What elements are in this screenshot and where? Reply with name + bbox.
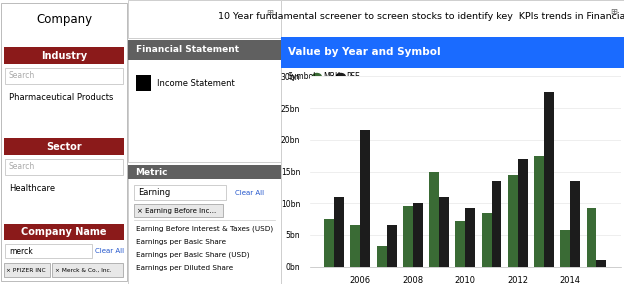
Bar — [5, 159, 123, 175]
Text: Income Statement: Income Statement — [157, 79, 235, 88]
Bar — [439, 197, 449, 267]
Text: Earning: Earning — [139, 188, 171, 197]
Bar — [128, 0, 281, 38]
Text: Clear All: Clear All — [95, 248, 124, 254]
Bar — [134, 204, 223, 217]
Bar — [544, 92, 554, 267]
Bar — [128, 40, 281, 162]
Bar — [560, 230, 570, 267]
Bar — [350, 225, 360, 267]
Bar — [492, 181, 502, 267]
Bar — [52, 263, 123, 277]
Bar — [281, 37, 624, 68]
Bar — [360, 130, 370, 267]
Bar — [508, 175, 518, 267]
Bar — [429, 172, 439, 267]
Text: × PFIZER INC: × PFIZER INC — [6, 268, 46, 273]
Text: ⊞: ⊞ — [610, 7, 617, 16]
Circle shape — [313, 74, 321, 80]
Bar — [4, 138, 124, 155]
Text: merck: merck — [9, 247, 32, 256]
Text: Company: Company — [36, 13, 92, 26]
Bar — [5, 244, 92, 258]
Bar — [5, 68, 123, 84]
Bar — [403, 206, 413, 267]
Text: Search: Search — [9, 72, 35, 80]
Bar — [4, 47, 124, 64]
Bar — [324, 219, 334, 267]
Text: Pharmaceutical Products: Pharmaceutical Products — [9, 93, 114, 103]
Text: Healthcare: Healthcare — [9, 184, 55, 193]
Text: MRK: MRK — [323, 72, 340, 81]
Text: Metric: Metric — [135, 168, 168, 177]
Text: Clear All: Clear All — [235, 190, 264, 196]
Text: ⊞: ⊞ — [266, 8, 273, 17]
Text: Earnings per Basic Share: Earnings per Basic Share — [135, 239, 226, 245]
Bar — [128, 40, 281, 60]
Bar — [386, 225, 396, 267]
Text: × Earning Before Inc...: × Earning Before Inc... — [137, 208, 217, 214]
Bar — [587, 208, 597, 267]
Text: Value by Year and Symbol: Value by Year and Symbol — [288, 47, 441, 57]
Circle shape — [336, 74, 345, 80]
Bar — [466, 208, 475, 267]
Bar — [334, 197, 344, 267]
Text: Industry: Industry — [41, 51, 87, 61]
Bar — [4, 263, 50, 277]
Bar — [376, 247, 386, 267]
Bar — [518, 159, 528, 267]
Text: 10 Year fundamental screener to screen stocks to identify key  KPIs trends in Fi: 10 Year fundamental screener to screen s… — [218, 12, 624, 21]
Text: Company Name: Company Name — [21, 227, 107, 237]
Bar — [597, 260, 607, 267]
Bar — [534, 156, 544, 267]
Text: × Merck & Co., Inc.: × Merck & Co., Inc. — [55, 268, 112, 273]
Bar — [134, 185, 226, 200]
Bar — [128, 165, 281, 179]
Text: Search: Search — [9, 162, 35, 171]
Bar — [4, 224, 124, 240]
Text: Earning Before Interest & Taxes (USD): Earning Before Interest & Taxes (USD) — [135, 225, 273, 232]
Bar — [413, 203, 422, 267]
Bar — [128, 165, 281, 284]
Text: Symbol: Symbol — [288, 72, 316, 82]
Bar — [135, 75, 151, 91]
Bar — [456, 221, 466, 267]
Text: Earnings per Basic Share (USD): Earnings per Basic Share (USD) — [135, 252, 249, 258]
Bar — [482, 213, 492, 267]
Text: PFE: PFE — [347, 72, 361, 81]
Text: Earnings per Diluted Share: Earnings per Diluted Share — [135, 265, 233, 271]
Text: Sector: Sector — [46, 141, 82, 152]
Text: Financial Statement: Financial Statement — [135, 45, 239, 55]
Bar — [570, 181, 580, 267]
